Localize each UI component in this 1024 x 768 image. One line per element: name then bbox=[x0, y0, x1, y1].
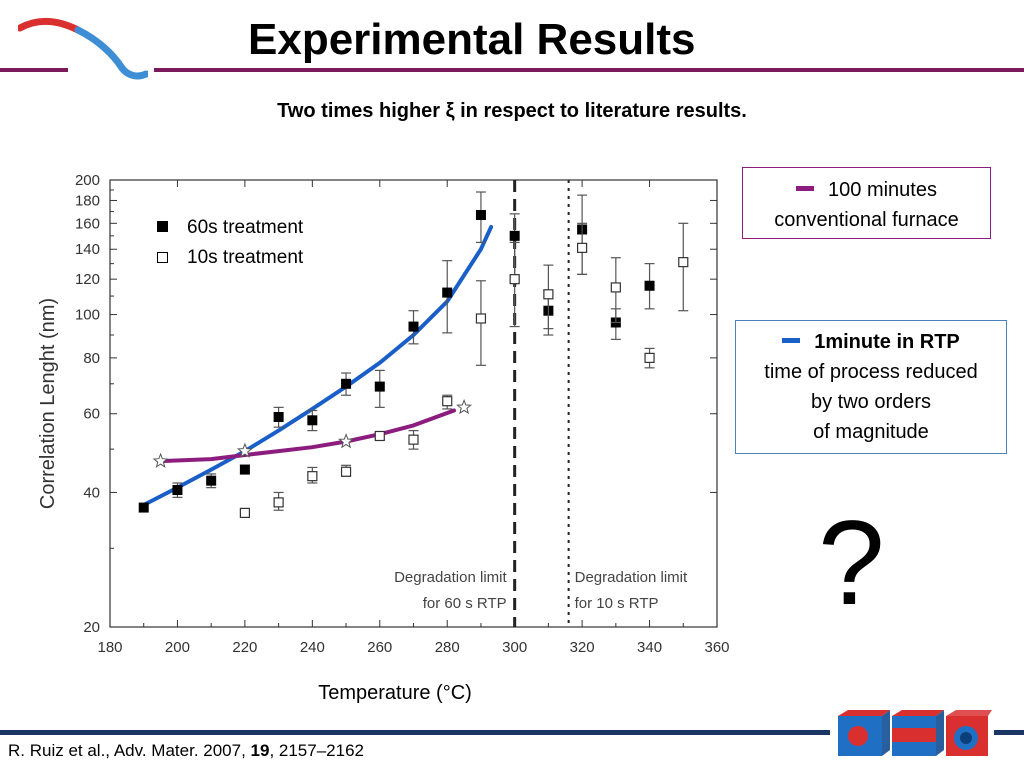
blue-line-swatch bbox=[782, 338, 801, 344]
x-tick-label: 220 bbox=[232, 639, 257, 656]
y-tick-label: 40 bbox=[83, 484, 100, 501]
y-tick-label: 180 bbox=[75, 192, 100, 209]
rtp-line2: time of process reduced bbox=[764, 361, 978, 383]
point-10s bbox=[543, 289, 554, 300]
point-star bbox=[456, 399, 473, 415]
point-10s bbox=[610, 282, 621, 293]
point-10s bbox=[239, 507, 250, 518]
point-10s bbox=[442, 396, 453, 407]
furnace-fit-curve bbox=[158, 408, 456, 464]
rtp-line3: by two orders bbox=[810, 391, 932, 413]
y-tick-label: 80 bbox=[83, 350, 100, 367]
degradation-label-2-line1: Degradation limit bbox=[575, 569, 688, 586]
degradation-label-2-line2: for 10 s RTP bbox=[575, 595, 659, 612]
point-60s bbox=[172, 485, 183, 496]
point-60s bbox=[509, 230, 520, 241]
point-60s bbox=[644, 280, 655, 291]
point-star bbox=[236, 442, 253, 458]
point-60s bbox=[408, 321, 419, 332]
point-10s bbox=[374, 430, 385, 442]
point-star bbox=[152, 452, 169, 468]
citation-prefix: R. Ruiz et al., Adv. Mater. 2007, bbox=[8, 741, 251, 760]
furnace-callout: 100 minutes conventional furnace bbox=[742, 167, 991, 239]
furnace-line1: 100 minutes bbox=[828, 179, 937, 201]
y-tick-label: 60 bbox=[83, 406, 100, 423]
degradation-label-1-line1: Degradation limit bbox=[394, 569, 507, 586]
y-tick-label: 20 bbox=[83, 619, 100, 636]
y-tick-label: 200 bbox=[75, 172, 100, 189]
furnace-line2: conventional furnace bbox=[774, 209, 959, 231]
y-tick-label: 160 bbox=[75, 215, 100, 232]
point-10s bbox=[577, 242, 588, 253]
x-tick-label: 340 bbox=[637, 639, 662, 656]
rtp-callout: 1minute in RTP time of process reduced b… bbox=[735, 320, 1007, 454]
x-axis-label: Temperature (°C) bbox=[318, 682, 472, 704]
rtp-fit-curve bbox=[141, 225, 494, 507]
rtp-title: 1minute in RTP bbox=[814, 331, 960, 353]
header-rule-right bbox=[154, 68, 1024, 72]
point-10s bbox=[273, 497, 284, 508]
cubes-logo-icon bbox=[838, 710, 992, 756]
legend-label-60s: 60s treatment bbox=[187, 217, 304, 238]
y-axis-label: Correlation Lenght (nm) bbox=[37, 298, 59, 509]
degradation-label-1-line2: for 60 s RTP bbox=[423, 595, 507, 612]
x-tick-label: 200 bbox=[165, 639, 190, 656]
x-tick-label: 180 bbox=[97, 639, 122, 656]
point-10s bbox=[509, 274, 520, 285]
legend-label-10s: 10s treatment bbox=[187, 247, 304, 268]
x-tick-label: 320 bbox=[570, 639, 595, 656]
citation: R. Ruiz et al., Adv. Mater. 2007, 19, 21… bbox=[8, 739, 364, 763]
point-10s bbox=[340, 466, 352, 477]
x-tick-label: 300 bbox=[502, 639, 527, 656]
point-60s bbox=[374, 381, 385, 392]
point-10s bbox=[644, 352, 655, 363]
y-tick-label: 120 bbox=[75, 271, 100, 288]
x-tick-label: 280 bbox=[435, 639, 460, 656]
rtp-line4: of magnitude bbox=[813, 421, 929, 443]
point-10s bbox=[678, 257, 689, 268]
footer-rule-right bbox=[994, 730, 1024, 735]
point-60s bbox=[442, 287, 453, 298]
point-60s bbox=[206, 475, 217, 486]
x-tick-label: 260 bbox=[367, 639, 392, 656]
citation-suffix: , 2157–2162 bbox=[269, 741, 364, 760]
correlation-length-chart: 180 200 220 240 260 280 300 320 340 360 20 40 60 80 10… bbox=[37, 172, 730, 656]
point-10s bbox=[307, 471, 318, 482]
purple-line-swatch bbox=[796, 186, 815, 192]
citation-volume: 19 bbox=[250, 741, 270, 760]
page-subtitle: Two times higher ξ in respect to literat… bbox=[277, 100, 747, 122]
x-tick-label: 360 bbox=[704, 639, 729, 656]
y-tick-label: 100 bbox=[75, 307, 100, 324]
page-title: Experimental Results bbox=[248, 15, 696, 64]
x-tick-label: 240 bbox=[300, 639, 325, 656]
point-60s bbox=[341, 378, 352, 389]
point-60s bbox=[475, 210, 486, 221]
y-tick-label: 140 bbox=[75, 241, 100, 258]
point-10s bbox=[408, 434, 419, 445]
point-10s bbox=[475, 313, 487, 324]
point-60s bbox=[273, 411, 284, 422]
point-60s bbox=[307, 415, 318, 426]
footer-rule bbox=[0, 730, 830, 735]
question-mark: ? bbox=[818, 496, 885, 630]
legend-open-square-icon bbox=[157, 252, 168, 263]
point-star bbox=[338, 433, 355, 449]
logo-icon bbox=[18, 18, 148, 80]
header-rule-left bbox=[0, 68, 68, 72]
legend-filled-square-icon bbox=[157, 221, 168, 232]
point-60s bbox=[138, 502, 149, 513]
point-60s bbox=[239, 464, 250, 475]
